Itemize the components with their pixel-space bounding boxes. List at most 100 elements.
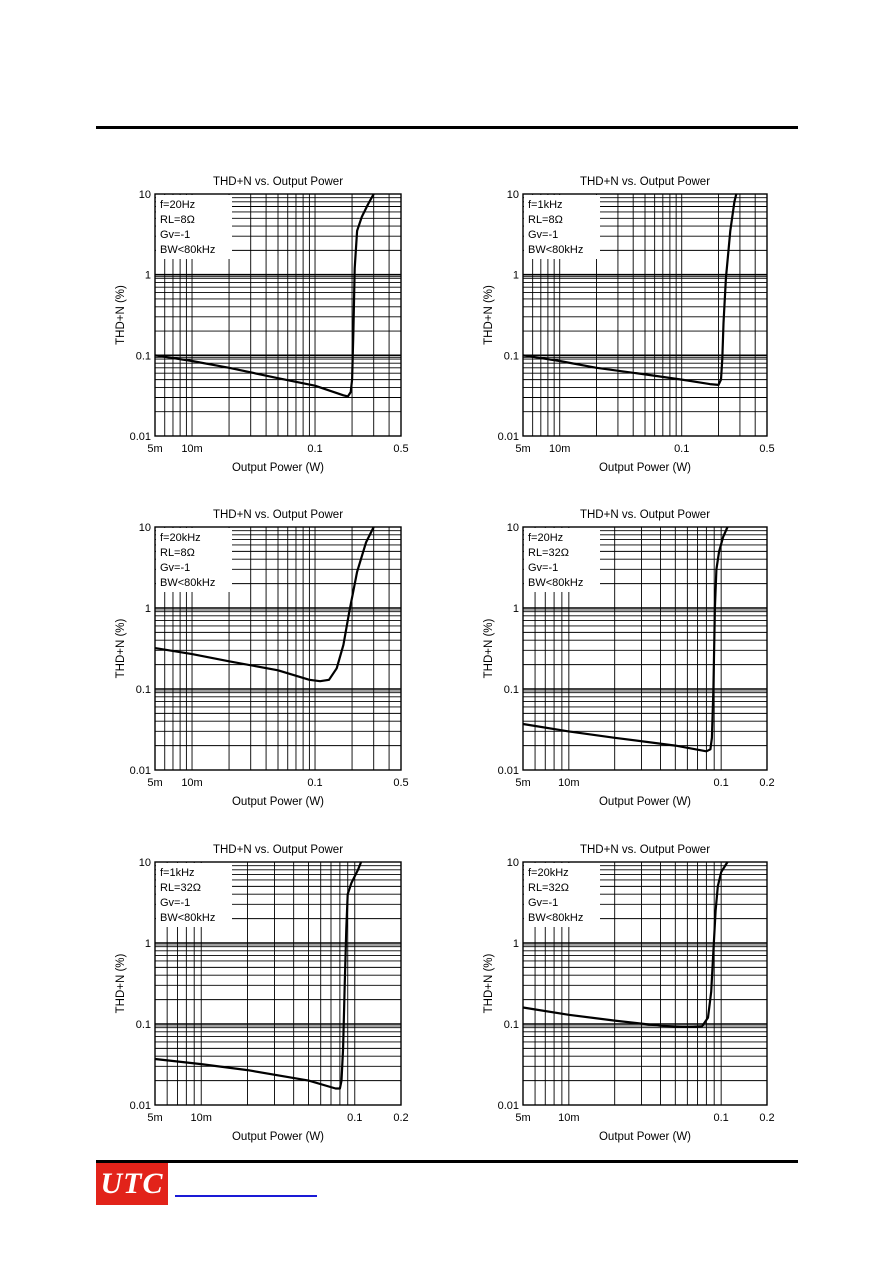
annotation-text: RL=32Ω xyxy=(528,547,569,559)
y-tick-label: 10 xyxy=(507,857,519,869)
y-tick-label: 0.01 xyxy=(498,431,519,443)
y-tick-label: 0.01 xyxy=(130,431,151,443)
x-tick-label: 0.2 xyxy=(393,1112,408,1124)
annotation-text: Gv=-1 xyxy=(528,897,558,909)
x-axis-label: Output Power (W) xyxy=(232,1131,324,1143)
x-axis-label: Output Power (W) xyxy=(599,1131,691,1143)
plot-frame xyxy=(522,861,768,1106)
y-tick-label: 1 xyxy=(513,938,519,950)
annotation-text: Gv=-1 xyxy=(528,229,558,241)
annotation-text: f=1kHz xyxy=(160,867,195,879)
annotation-text: Gv=-1 xyxy=(160,897,190,909)
chart-2: f=1kHz RL=8Ω Gv=-1 BW<80kHz 5m 10m 0.1 0.5 0.01 0… xyxy=(483,176,775,474)
x-tick-label: 10m xyxy=(181,443,202,455)
logo-text: UTC xyxy=(100,1167,164,1200)
annotation-text: RL=8Ω xyxy=(528,214,563,226)
y-axis-label: THD+N (%) xyxy=(483,285,495,345)
chart-title: THD+N vs. Output Power xyxy=(580,176,710,188)
annotation-text: BW<80kHz xyxy=(160,244,215,256)
chart-title: THD+N vs. Output Power xyxy=(580,509,710,521)
x-tick-label: 0.5 xyxy=(393,777,408,789)
annotation-text: Gv=-1 xyxy=(160,229,190,241)
footer-rule xyxy=(96,1160,798,1163)
plot-frame xyxy=(522,193,768,437)
thd-curve xyxy=(154,193,375,398)
chart-title: THD+N vs. Output Power xyxy=(213,176,343,188)
annotation-box xyxy=(156,195,232,259)
x-tick-label: 10m xyxy=(558,1112,579,1124)
x-tick-label: 0.2 xyxy=(759,1112,774,1124)
x-tick-label: 0.2 xyxy=(759,777,774,789)
x-tick-label: 10m xyxy=(181,777,202,789)
y-tick-label: 10 xyxy=(507,189,519,201)
plot-frame xyxy=(154,861,402,1106)
y-tick-label: 1 xyxy=(513,270,519,282)
y-tick-label: 0.01 xyxy=(130,1100,151,1112)
x-tick-label: 10m xyxy=(549,443,570,455)
website-link[interactable] xyxy=(175,1195,317,1197)
y-tick-label: 10 xyxy=(139,857,151,869)
x-tick-label: 5m xyxy=(147,777,162,789)
plot-frame xyxy=(522,526,768,771)
x-tick-label: 0.5 xyxy=(393,443,408,455)
annotation-text: RL=32Ω xyxy=(528,882,569,894)
grid xyxy=(523,862,767,1105)
y-tick-label: 0.01 xyxy=(130,765,151,777)
annotation-text: Gv=-1 xyxy=(528,562,558,574)
plot-frame xyxy=(154,193,402,437)
y-tick-label: 0.1 xyxy=(504,1019,519,1031)
annotation-text: f=20Hz xyxy=(160,199,195,211)
annotation-text: RL=32Ω xyxy=(160,882,201,894)
thd-curve xyxy=(522,861,729,1028)
x-axis-label: Output Power (W) xyxy=(599,796,691,808)
x-tick-label: 5m xyxy=(147,1112,162,1124)
annotation-text: RL=8Ω xyxy=(160,547,195,559)
y-axis-label: THD+N (%) xyxy=(483,953,495,1013)
annotation-text: BW<80kHz xyxy=(528,577,583,589)
y-tick-label: 0.1 xyxy=(504,684,519,696)
y-axis-label: THD+N (%) xyxy=(115,285,127,345)
annotation-text: f=20Hz xyxy=(528,532,563,544)
chart-title: THD+N vs. Output Power xyxy=(213,844,343,856)
annotation-box xyxy=(156,528,232,592)
y-tick-label: 1 xyxy=(145,270,151,282)
chart-title: THD+N vs. Output Power xyxy=(213,509,343,521)
thd-curve xyxy=(154,861,363,1090)
y-tick-label: 0.1 xyxy=(136,350,151,362)
y-tick-label: 0.01 xyxy=(498,1100,519,1112)
x-tick-label: 10m xyxy=(191,1112,212,1124)
x-tick-label: 0.1 xyxy=(307,777,322,789)
x-tick-label: 5m xyxy=(515,443,530,455)
annotation-text: BW<80kHz xyxy=(160,577,215,589)
y-axis-label: THD+N (%) xyxy=(115,953,127,1013)
annotation-text: Gv=-1 xyxy=(160,562,190,574)
chart-3: f=20kHz RL=8Ω Gv=-1 BW<80kHz 5m 10m 0.1 0.5 0.01… xyxy=(115,509,409,808)
annotation-text: f=20kHz xyxy=(160,532,201,544)
thd-curve xyxy=(154,526,375,683)
x-tick-label: 0.1 xyxy=(714,1112,729,1124)
y-tick-label: 1 xyxy=(145,938,151,950)
y-tick-label: 0.1 xyxy=(504,350,519,362)
thd-curve xyxy=(522,193,738,386)
chart-6: f=20kHz RL=32Ω Gv=-1 BW<80kHz 5m 10m 0.1 0.2 0.0… xyxy=(483,844,775,1143)
utc-logo: UTC xyxy=(96,1163,168,1205)
annotation-box xyxy=(524,528,600,592)
x-axis-label: Output Power (W) xyxy=(232,796,324,808)
x-tick-label: 0.5 xyxy=(759,443,774,455)
annotation-text: f=1kHz xyxy=(528,199,563,211)
chart-5: f=1kHz RL=32Ω Gv=-1 BW<80kHz 5m 10m 0.1 0.2 0.01… xyxy=(115,844,409,1143)
chart-4: f=20Hz RL=32Ω Gv=-1 BW<80kHz 5m 10m 0.1 0.2 0.01… xyxy=(483,509,775,808)
x-tick-label: 10m xyxy=(558,777,579,789)
annotation-box xyxy=(524,195,600,259)
x-tick-label: 0.1 xyxy=(674,443,689,455)
y-axis-label: THD+N (%) xyxy=(483,618,495,678)
x-axis-label: Output Power (W) xyxy=(599,462,691,474)
y-tick-label: 10 xyxy=(507,522,519,534)
y-tick-label: 10 xyxy=(139,189,151,201)
x-tick-label: 5m xyxy=(147,443,162,455)
annotation-box xyxy=(156,863,232,927)
annotation-text: RL=8Ω xyxy=(160,214,195,226)
chart-1: f=20Hz RL=8Ω Gv=-1 BW<80kHz 5m 10m 0.1 0.5 0.01 0… xyxy=(115,176,409,474)
y-tick-label: 1 xyxy=(145,603,151,615)
